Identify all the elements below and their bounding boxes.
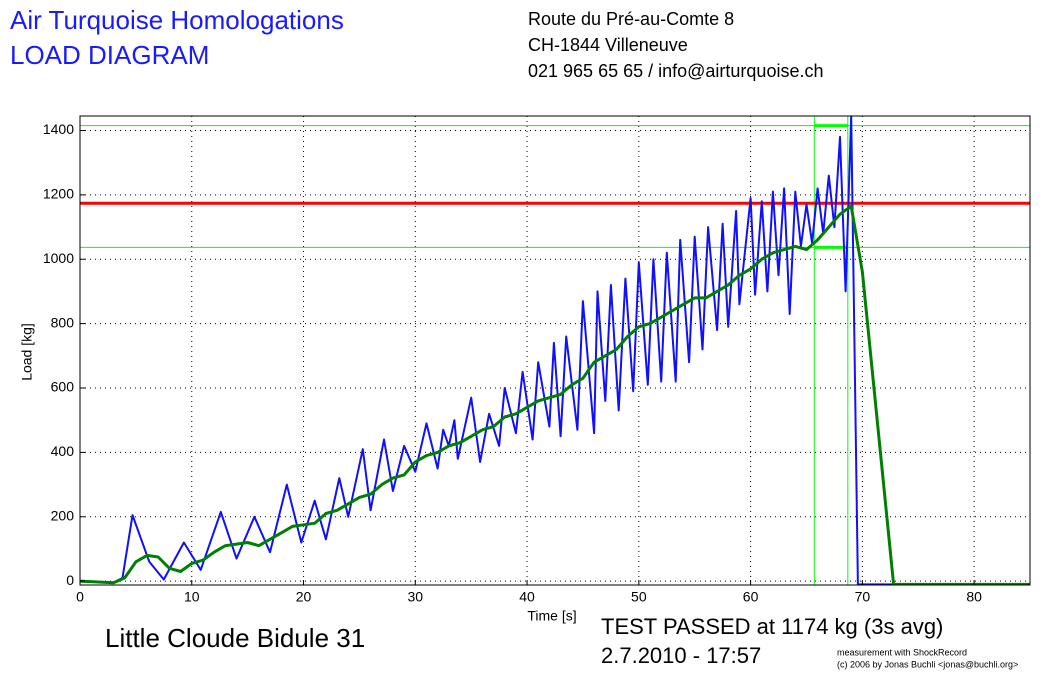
- plot-area: [80, 116, 1030, 585]
- x-tick-label: 10: [184, 589, 200, 605]
- credits: (c) 2006 by Jonas Buchli <jonas@buchli.o…: [837, 659, 1018, 669]
- y-tick-label: 1000: [43, 250, 74, 266]
- chart-title: Air Turquoise Homologations: [10, 5, 344, 35]
- y-axis-label: Load [kg]: [19, 323, 35, 381]
- credits: measurement with ShockRecord: [837, 647, 967, 657]
- x-tick-label: 40: [519, 589, 535, 605]
- y-tick-label: 0: [66, 572, 74, 588]
- y-tick-label: 1200: [43, 186, 74, 202]
- y-tick-label: 800: [51, 314, 75, 330]
- address-line: Route du Pré-au-Comte 8: [528, 9, 734, 29]
- x-tick-label: 70: [855, 589, 871, 605]
- y-tick-label: 200: [51, 507, 75, 523]
- x-tick-label: 20: [296, 589, 312, 605]
- test-result: TEST PASSED at 1174 kg (3s avg): [601, 614, 943, 639]
- y-tick-label: 400: [51, 443, 75, 459]
- x-tick-label: 0: [76, 589, 84, 605]
- address-line: CH-1844 Villeneuve: [528, 35, 688, 55]
- y-tick-label: 600: [51, 379, 75, 395]
- address-line: 021 965 65 65 / info@airturquoise.ch: [528, 61, 823, 81]
- x-tick-label: 60: [743, 589, 759, 605]
- chart-subtitle: LOAD DIAGRAM: [10, 40, 209, 70]
- series-line: [80, 116, 1030, 585]
- test-date: 2.7.2010 - 17:57: [601, 643, 761, 668]
- x-tick-label: 30: [408, 589, 424, 605]
- y-tick-label: 1400: [43, 121, 74, 137]
- series-line: [80, 204, 1030, 585]
- x-axis-label: Time [s]: [527, 608, 576, 624]
- plot-frame: [79, 115, 1031, 586]
- x-tick-label: 50: [631, 589, 647, 605]
- specimen-name: Little Cloude Bidule 31: [105, 623, 365, 653]
- x-tick-label: 80: [966, 589, 982, 605]
